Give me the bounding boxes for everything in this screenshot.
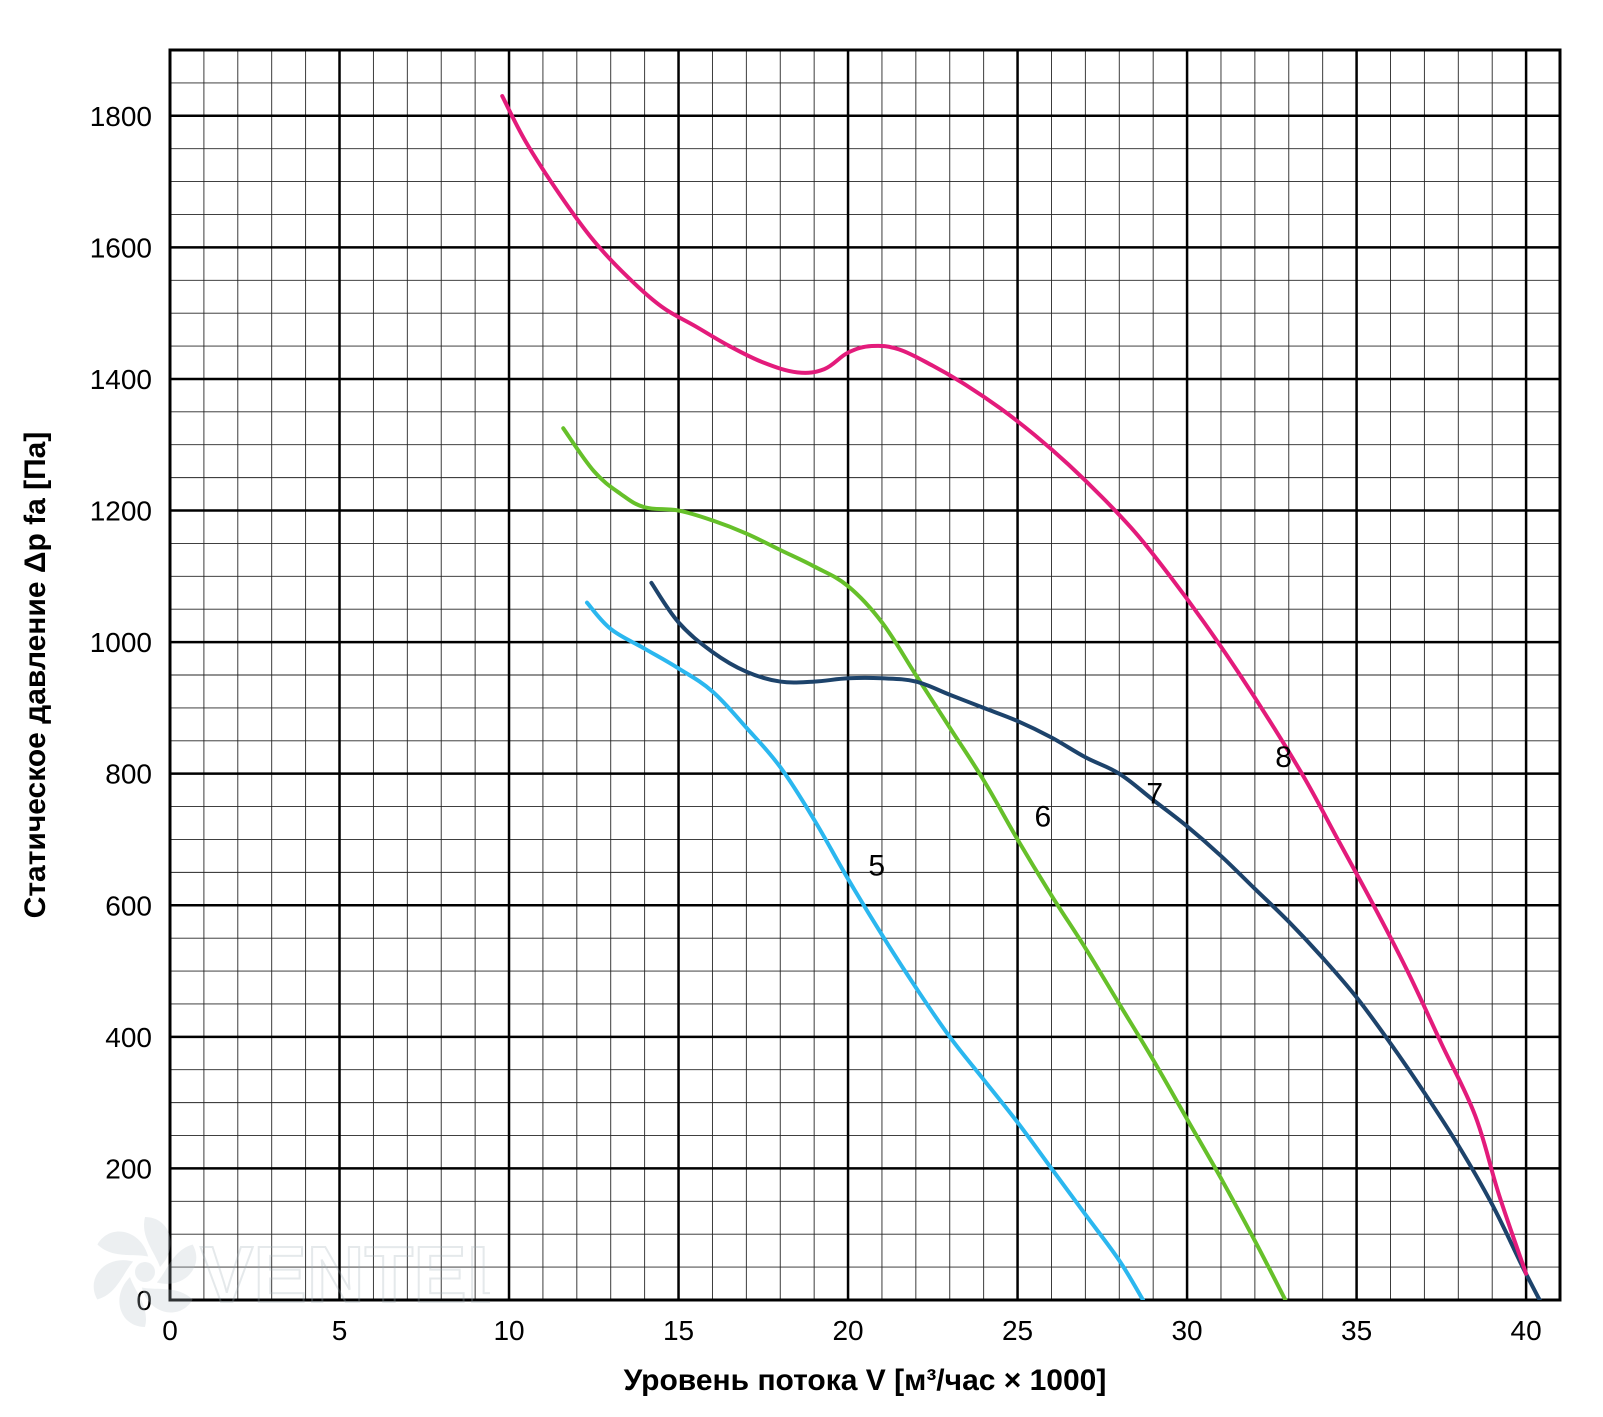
x-tick-label: 15 <box>663 1315 694 1346</box>
series-label-6: 6 <box>1035 800 1052 833</box>
pressure-flow-chart: 5678051015202530354002004006008001000120… <box>0 0 1603 1417</box>
y-tick-label: 600 <box>105 890 152 921</box>
y-tick-label: 1800 <box>90 101 152 132</box>
y-tick-label: 1400 <box>90 364 152 395</box>
series-label-5: 5 <box>868 850 885 883</box>
series-label-8: 8 <box>1275 741 1292 774</box>
y-tick-label: 200 <box>105 1153 152 1184</box>
x-axis-label: Уровень потока V [м³/час × 1000] <box>624 1364 1107 1397</box>
y-tick-label: 1200 <box>90 496 152 527</box>
x-tick-label: 40 <box>1511 1315 1542 1346</box>
x-tick-label: 0 <box>162 1315 178 1346</box>
x-tick-label: 20 <box>832 1315 863 1346</box>
y-tick-label: 400 <box>105 1022 152 1053</box>
x-tick-label: 25 <box>1002 1315 1033 1346</box>
y-tick-label: 0 <box>136 1285 152 1316</box>
y-tick-label: 1000 <box>90 627 152 658</box>
chart-container: VENTEL 567805101520253035400200400600800… <box>0 0 1603 1417</box>
y-axis-label: Статическое давление Δp fa [Па] <box>19 432 52 919</box>
x-tick-label: 5 <box>332 1315 348 1346</box>
x-tick-label: 10 <box>493 1315 524 1346</box>
x-tick-label: 35 <box>1341 1315 1372 1346</box>
x-tick-label: 30 <box>1171 1315 1202 1346</box>
series-label-7: 7 <box>1146 777 1163 810</box>
y-tick-label: 1600 <box>90 232 152 263</box>
y-tick-label: 800 <box>105 759 152 790</box>
chart-bg <box>0 0 1603 1417</box>
